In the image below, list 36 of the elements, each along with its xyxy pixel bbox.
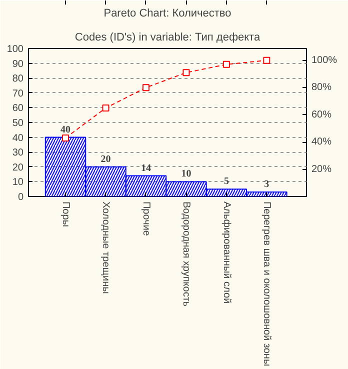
- x-tick-label: Водородная хрупкость: [180, 202, 192, 307]
- y-tick-label: 20: [12, 162, 24, 174]
- data-label: 3: [264, 179, 270, 190]
- y-tick-label: 80: [12, 74, 24, 85]
- y2-tick-label: 100%: [312, 54, 338, 66]
- point: [102, 104, 110, 112]
- point: [142, 84, 150, 92]
- chart-subtitle: Codes (ID's) in variable: Тип дефекта: [74, 32, 261, 44]
- data-label: 5: [224, 176, 229, 188]
- data-label: 20: [100, 154, 111, 165]
- data-label: 14: [140, 162, 151, 174]
- y-tick-label: 10: [12, 177, 24, 188]
- y-tick-label: 50: [12, 118, 24, 129]
- data-label: 40: [60, 124, 71, 136]
- y2-tick-label: 20%: [312, 164, 332, 175]
- data-label: 10: [181, 168, 192, 180]
- x-tick-label: Перегрев шва и околошовной зоны: [261, 202, 272, 366]
- y-tick-label: 90: [12, 58, 24, 70]
- y-tick-label: 30: [12, 148, 24, 159]
- point: [263, 56, 270, 64]
- point: [182, 69, 190, 76]
- y2-tick-label: 80%: [312, 82, 332, 94]
- point: [222, 60, 230, 68]
- y-tick-label: 40: [12, 132, 24, 144]
- x-tick-label: Альфированный слой: [220, 202, 232, 304]
- x-tick-label: Поры: [60, 202, 72, 227]
- y-tick-label: 100: [6, 44, 24, 55]
- x-tick-label: Прочие: [140, 202, 152, 236]
- y2-tick-label: 60%: [312, 109, 332, 120]
- y2-tick-label: 40%: [312, 136, 332, 148]
- y-tick-label: 60: [12, 103, 24, 114]
- y-tick-label: 70: [12, 88, 24, 100]
- point: [62, 134, 70, 142]
- y-tick-label: 0: [18, 192, 24, 203]
- chart-title: Pareto Chart: Количество: [104, 8, 232, 20]
- x-tick-label: Холодные трещины: [100, 202, 112, 294]
